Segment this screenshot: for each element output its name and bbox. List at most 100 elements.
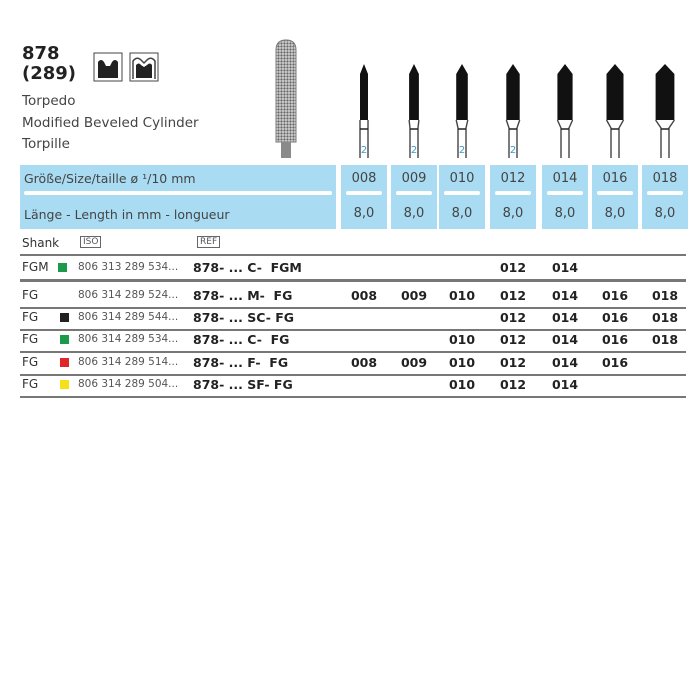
size-available: 012: [499, 377, 527, 392]
table-row[interactable]: FGM 806 313 289 534... 878- ... C- FGM 012…: [20, 257, 686, 279]
size-available: 010: [448, 355, 476, 370]
bur-mark: 2: [459, 145, 465, 156]
length-value: 8,0: [403, 206, 425, 221]
crown-preparation-icon: [93, 52, 123, 82]
ref-number: 878- ... F- FG: [193, 355, 289, 370]
grit-color-swatch: [60, 335, 69, 344]
size-available: 012: [499, 332, 527, 347]
size-available: 018: [651, 288, 679, 303]
size-value: 009: [401, 171, 427, 186]
length-value: 8,0: [451, 206, 473, 221]
shank-type: FG: [22, 332, 39, 346]
product-name-en: Modified Beveled Cylinder: [22, 115, 199, 131]
ref-number: 878- ... C- FG: [193, 332, 290, 347]
shank-type: FG: [22, 288, 39, 302]
iso-number: 806 314 289 524...: [78, 289, 179, 301]
size-available: 014: [551, 355, 579, 370]
divider: [20, 351, 686, 353]
size-available: 016: [601, 310, 629, 325]
size-available: 018: [651, 310, 679, 325]
bur-mark: 2: [361, 145, 367, 156]
table-row[interactable]: FG 806 314 289 524... 878- ... M- FG 008 00…: [20, 285, 686, 307]
divider: [20, 254, 686, 256]
size-available: 008: [350, 355, 378, 370]
iso-number: 806 314 289 504...: [78, 378, 179, 390]
size-available: 012: [499, 355, 527, 370]
ref-number: 878- ... SF- FG: [193, 377, 293, 392]
product-name-fr: Torpille: [22, 136, 70, 152]
bur-mark: 2: [411, 145, 417, 156]
size-available: 010: [448, 288, 476, 303]
bur-drawing: 2: [408, 64, 420, 158]
iso-header: ISO: [80, 236, 102, 248]
size-value: 008: [351, 171, 377, 186]
size-column: 014 8,0: [542, 165, 588, 229]
product-number: 878: [22, 43, 60, 64]
size-value: 018: [652, 171, 678, 186]
size-available: 016: [601, 355, 629, 370]
crown-outline-icon: [129, 52, 159, 82]
grit-color-swatch: [60, 380, 69, 389]
size-available: 016: [601, 288, 629, 303]
grit-color-swatch: [58, 263, 67, 272]
shank-type: FG: [22, 355, 39, 369]
bur-drawing: 2: [455, 64, 469, 158]
size-available: 010: [448, 377, 476, 392]
shank-header: Shank: [22, 236, 60, 250]
bur-drawings: 2 2 2 2: [359, 64, 675, 158]
table-row[interactable]: FG 806 314 289 514... 878- ... F- FG 008 00…: [20, 352, 686, 374]
length-value: 8,0: [554, 206, 576, 221]
table-row[interactable]: FG 806 314 289 544... 878- ... SC- FG 012 0…: [20, 307, 686, 329]
grit-color-swatch: [60, 358, 69, 367]
bur-drawing: [655, 64, 675, 158]
table-row[interactable]: FG 806 314 289 504... 878- ... SF- FG 010 0…: [20, 374, 686, 396]
size-column: 012 8,0: [490, 165, 536, 229]
size-available: 008: [350, 288, 378, 303]
length-value: 8,0: [502, 206, 524, 221]
size-available: 014: [551, 332, 579, 347]
size-value: 016: [602, 171, 628, 186]
ref-number: 878- ... C- FGM: [193, 260, 302, 275]
length-value: 8,0: [353, 206, 375, 221]
iso-number: 806 314 289 534...: [78, 333, 179, 345]
size-label: Größe/Size/taille ø ¹/10 mm: [24, 171, 196, 186]
bur-mark: 2: [510, 145, 516, 156]
shank-type: FGM: [22, 260, 49, 274]
divider: [20, 307, 686, 309]
bur-drawing: 2: [359, 64, 369, 158]
size-available: 014: [551, 377, 579, 392]
divider: [20, 374, 686, 376]
table-row[interactable]: FG 806 314 289 534... 878- ... C- FG 010 01…: [20, 329, 686, 351]
size-available: 010: [448, 332, 476, 347]
size-available: 009: [400, 355, 428, 370]
application-icons: [93, 52, 159, 82]
header-labels: Größe/Size/taille ø ¹/10 mm Länge - Leng…: [20, 165, 336, 229]
ref-number: 878- ... M- FG: [193, 288, 293, 303]
size-column: 018 8,0: [642, 165, 688, 229]
size-column: 009 8,0: [391, 165, 437, 229]
iso-number: 806 314 289 544...: [78, 311, 179, 323]
bur-photo: [275, 39, 297, 158]
ref-number: 878- ... SC- FG: [193, 310, 295, 325]
ref-header: REF: [197, 236, 221, 248]
grit-color-swatch: [60, 313, 69, 322]
size-available: 012: [499, 288, 527, 303]
shank-type: FG: [22, 377, 39, 391]
bur-drawing: [556, 64, 574, 158]
size-available: 012: [499, 310, 527, 325]
size-available: 014: [551, 288, 579, 303]
divider: [20, 329, 686, 331]
length-label: Länge - Length in mm - longueur: [24, 207, 230, 222]
size-available: 016: [601, 332, 629, 347]
bur-drawing: 2: [505, 64, 521, 158]
divider: [20, 396, 686, 398]
iso-number: 806 313 289 534...: [78, 261, 179, 273]
size-column: 016 8,0: [592, 165, 638, 229]
size-available: 014: [551, 310, 579, 325]
length-value: 8,0: [604, 206, 626, 221]
product-name-de: Torpedo: [22, 93, 76, 109]
size-available: 018: [651, 332, 679, 347]
size-available: 012: [499, 260, 527, 275]
size-available: 014: [551, 260, 579, 275]
bur-drawing: [605, 64, 625, 158]
